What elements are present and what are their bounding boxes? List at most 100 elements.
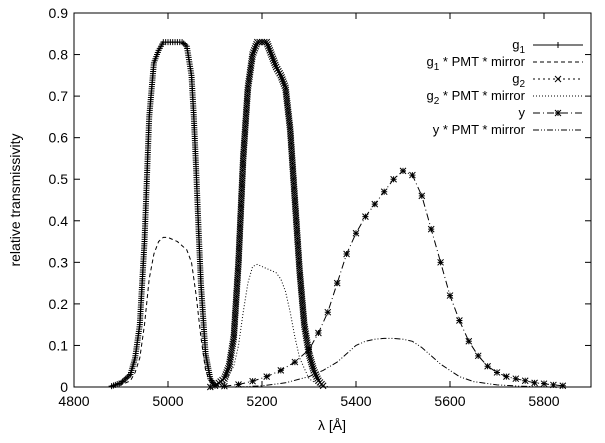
data-point-x [223, 369, 231, 376]
data-point-star [554, 109, 562, 117]
x-tick-label: 5800 [528, 393, 559, 409]
data-point-star [437, 258, 444, 266]
data-point-plus [555, 42, 561, 48]
data-point-x [249, 51, 256, 58]
series-line [238, 337, 545, 388]
y-tick-label: 0.8 [49, 47, 69, 63]
data-point-x [281, 82, 289, 90]
x-tick-label: 5400 [340, 393, 371, 409]
data-point-star [446, 292, 454, 299]
legend-item: g1 * PMT * mirror [426, 54, 583, 73]
y-tick-label: 0 [60, 379, 68, 395]
data-point-star [493, 369, 501, 376]
data-point-star [531, 379, 538, 387]
series-line [210, 170, 563, 388]
data-point-star [540, 380, 548, 388]
x-axis-label: λ [Å] [318, 417, 346, 433]
data-point-star [484, 362, 491, 370]
y-axis-label: relative transmissivity [7, 133, 23, 266]
data-point-x [268, 53, 276, 60]
data-point-x [280, 80, 288, 87]
data-point-star [362, 213, 369, 220]
legend-item: g1 [512, 37, 583, 56]
data-point-x [308, 360, 316, 368]
data-point-star [249, 377, 256, 385]
series-5 [206, 167, 567, 391]
data-point-star [550, 381, 557, 389]
data-point-x [279, 78, 287, 85]
data-point-star [465, 337, 473, 345]
x-tick-label: 5000 [152, 393, 183, 409]
data-point-x [265, 44, 273, 52]
data-point-star [324, 308, 332, 316]
legend-item: g2 * PMT * mirror [426, 88, 583, 107]
data-point-star [418, 192, 426, 200]
data-point-star [221, 382, 228, 390]
data-point-x [314, 375, 321, 383]
data-point-x [224, 367, 231, 374]
data-point-x [272, 63, 280, 71]
data-point-x [307, 356, 315, 364]
y-tick-label: 0.7 [49, 88, 69, 104]
data-point-x [267, 49, 274, 56]
y-tick-label: 0.9 [49, 5, 69, 21]
data-point-star [206, 383, 214, 391]
data-point-star [315, 329, 322, 337]
data-point-x [273, 65, 281, 73]
legend-label: g1 [512, 37, 525, 56]
legend-label: y * PMT * mirror [433, 122, 526, 137]
data-point-x [251, 44, 259, 52]
data-point-x [264, 42, 272, 50]
data-point-x [309, 362, 316, 370]
data-point-star [390, 175, 397, 183]
data-point-x [250, 49, 257, 56]
data-point-x [278, 74, 285, 81]
data-point-x [248, 53, 256, 61]
data-point-star [512, 375, 520, 383]
series-6 [238, 337, 545, 388]
data-point-x [313, 373, 320, 380]
x-tick-label: 5600 [434, 393, 465, 409]
series-3 [211, 38, 327, 390]
series-1 [108, 39, 218, 390]
data-point-star [352, 229, 360, 237]
plot-frame [73, 12, 592, 388]
data-point-star [277, 367, 285, 374]
data-point-x [319, 382, 327, 390]
data-point-x [250, 47, 258, 54]
data-point-star [305, 346, 313, 353]
data-point-star [409, 171, 416, 179]
data-point-x [306, 352, 313, 360]
data-point-x [279, 76, 286, 83]
data-point-star [399, 167, 407, 175]
data-point-x [264, 40, 271, 48]
y-tick-label: 0.6 [49, 130, 69, 146]
data-point-x [253, 40, 260, 48]
data-point-x [224, 364, 232, 372]
legend-label: g2 * PMT * mirror [426, 88, 525, 107]
data-point-x [307, 358, 315, 366]
legend-item: g2 [512, 71, 583, 90]
data-point-star [343, 250, 350, 258]
data-point-x [271, 59, 278, 67]
data-point-star [263, 373, 271, 380]
data-point-x [275, 67, 282, 75]
data-point-x [306, 354, 314, 362]
data-point-x [263, 38, 271, 46]
data-point-star [521, 377, 529, 385]
data-point-x [276, 69, 283, 77]
legend-label: g1 * PMT * mirror [426, 54, 525, 73]
data-point-star [371, 200, 379, 208]
axis-ticks: 4800 5000 5200 5400 5600 5800 0 0.1 0.2 0.3 0.4 0.5… [49, 5, 591, 409]
data-point-star [333, 279, 341, 287]
data-point-star [291, 358, 299, 366]
data-point-star [474, 352, 482, 360]
data-point-star [380, 188, 388, 196]
data-point-star [456, 317, 463, 324]
data-point-x [277, 71, 285, 79]
data-point-x [309, 364, 317, 372]
data-point-x [221, 375, 228, 383]
data-point-star [503, 373, 510, 380]
